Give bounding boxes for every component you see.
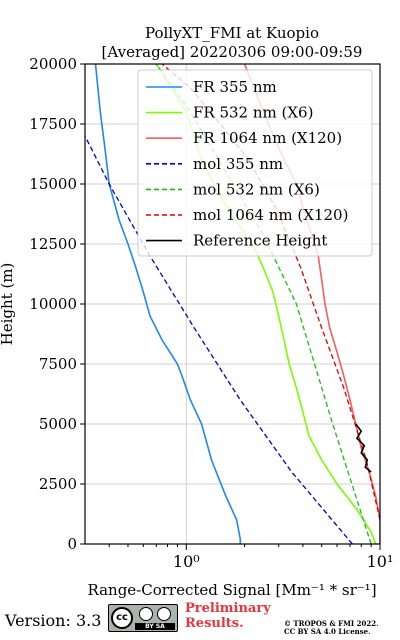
legend-label: FR 355 nm	[193, 78, 277, 96]
y-tick-label: 20000	[29, 55, 77, 73]
copyright-line-2: CC BY SA 4.0 License.	[284, 627, 371, 636]
y-tick-label: 15000	[29, 175, 77, 193]
copyright-line-1: © TROPOS & FMI 2022.	[284, 619, 379, 628]
legend-label: mol 1064 nm (X120)	[193, 206, 348, 224]
series-line	[355, 423, 372, 473]
y-tick-label: 10000	[29, 295, 77, 313]
y-tick-label: 2500	[39, 475, 77, 493]
legend: FR 355 nm FR 532 nm (X6) FR 1064 nm (X120)…	[137, 69, 373, 257]
legend-label: mol 532 nm (X6)	[193, 180, 320, 198]
cc-license-badge: cc BY SA	[108, 604, 178, 632]
legend-box	[137, 69, 373, 257]
y-tick-label: 7500	[39, 355, 77, 373]
y-tick-label: 12500	[29, 235, 77, 253]
preliminary-line-1: Preliminary	[185, 601, 271, 616]
version-label: Version: 3.3	[5, 611, 102, 630]
legend-label: Reference Height	[193, 232, 327, 250]
legend-label: FR 1064 nm (X120)	[193, 129, 342, 147]
legend-label: FR 532 nm (X6)	[193, 104, 313, 122]
preliminary-notice: Preliminary Results.	[185, 601, 271, 631]
x-tick-label: 10¹	[367, 552, 394, 571]
legend-label: mol 355 nm	[193, 155, 283, 173]
by-icon	[139, 607, 153, 621]
series-line	[85, 135, 353, 544]
chart-title: PollyXT_FMI at Kuopio	[145, 24, 319, 42]
x-tick-label: 10⁰	[173, 552, 200, 571]
cc-icon: cc	[111, 607, 133, 629]
license-badge-text: BY SA	[135, 623, 175, 630]
x-axis-label: Range-Corrected Signal [Mm⁻¹ * sr⁻¹]	[87, 581, 376, 599]
footer: Version: 3.3 cc BY SA Preliminary Result…	[0, 600, 400, 640]
copyright-notice: © TROPOS & FMI 2022. CC BY SA 4.0 Licens…	[284, 620, 379, 636]
y-tick-label: 5000	[39, 415, 77, 433]
sa-icon	[157, 607, 171, 621]
y-axis-label: Height (m)	[0, 263, 16, 346]
chart-subtitle: [Averaged] 20220306 09:00-09:59	[102, 43, 363, 61]
preliminary-line-2: Results.	[185, 616, 244, 631]
y-tick-label: 17500	[29, 115, 77, 133]
y-tick-label: 0	[67, 535, 77, 553]
lidar-signal-chart: PollyXT_FMI at Kuopio [Averaged] 2022030…	[0, 24, 394, 599]
